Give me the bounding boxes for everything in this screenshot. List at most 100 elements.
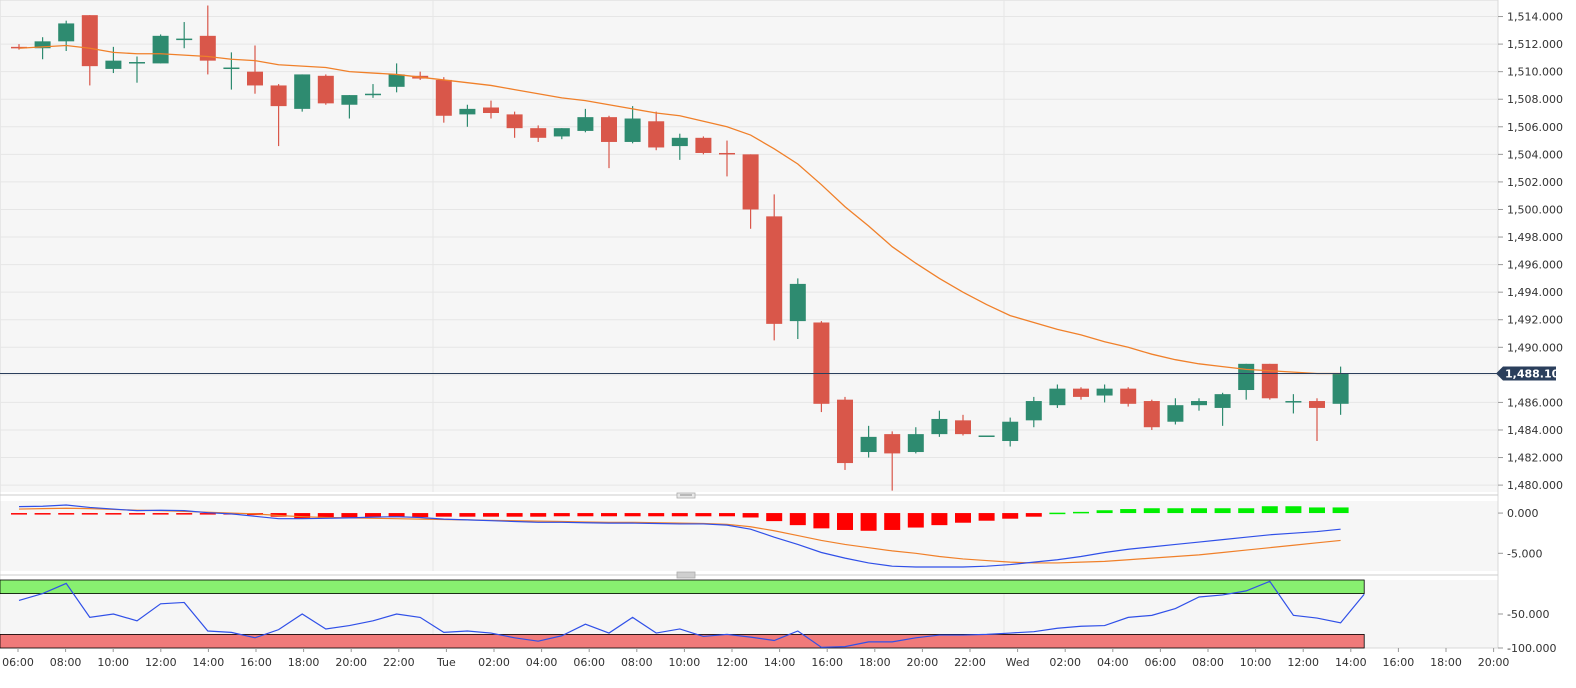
histogram-bar [412, 513, 429, 518]
y-tick-label: 1,482.000 [1507, 452, 1563, 465]
oversold-zone [0, 634, 1365, 649]
x-tick-label: 10:00 [1240, 656, 1272, 669]
x-tick-label: 14:00 [193, 656, 225, 669]
y-tick-label: 1,504.000 [1507, 148, 1563, 161]
moving-average [18, 44, 1341, 375]
x-tick-label: 18:00 [859, 656, 891, 669]
histogram-bar [1167, 508, 1184, 514]
oscillator-line [18, 580, 1365, 648]
y-tick-label: 1,480.000 [1507, 479, 1563, 492]
histogram-bar [81, 513, 98, 515]
candle-down [483, 107, 499, 114]
x-tick-label: 12:00 [145, 656, 177, 669]
candle-up [294, 74, 311, 109]
histogram-bar [1120, 509, 1137, 514]
y-tick-label: 1,500.000 [1507, 203, 1563, 216]
histogram-bar [1191, 508, 1207, 514]
histogram-bar [624, 513, 641, 517]
x-tick-label: 04:00 [526, 656, 558, 669]
candle-up [365, 93, 381, 96]
x-tick-label: 14:00 [764, 656, 796, 669]
histogram-bar [955, 513, 971, 523]
histogram-bar [129, 513, 145, 515]
candle-down [1143, 401, 1160, 428]
candle-down [884, 434, 901, 454]
histogram-bar [577, 513, 594, 517]
y-tick-label: 1,502.000 [1507, 176, 1563, 189]
y-tick-label: 1,512.000 [1507, 38, 1563, 51]
histogram-bar [1143, 508, 1160, 514]
candle-down [317, 75, 334, 104]
y-tick-label: 1,506.000 [1507, 121, 1563, 134]
current-price-label: 1,488.100 [1505, 367, 1567, 380]
histogram-bar [719, 513, 735, 517]
candle-up [152, 35, 169, 64]
histogram-bar [766, 513, 783, 522]
histogram-bar [388, 513, 405, 518]
x-tick-label: 06:00 [1145, 656, 1177, 669]
histogram-bar [270, 513, 287, 517]
candle-up [1025, 401, 1042, 421]
x-tick-label: 16:00 [240, 656, 272, 669]
histogram-bar [459, 513, 476, 517]
candle-down [955, 420, 971, 435]
x-tick-label: 22:00 [954, 656, 986, 669]
histogram-bar [695, 513, 712, 517]
candle-up [1214, 394, 1231, 408]
y-tick-label: 1,508.000 [1507, 93, 1563, 106]
signal-line [18, 507, 1341, 564]
histogram-bar [1309, 507, 1325, 514]
candle-up [34, 41, 51, 49]
candle-up [1096, 388, 1113, 396]
candle-down [601, 117, 617, 142]
candle-down [813, 322, 830, 404]
histogram-bar [435, 513, 452, 517]
x-tick-label: 16:00 [811, 656, 843, 669]
histogram-bar [1002, 513, 1019, 519]
macd-line [18, 504, 1341, 568]
candle-down [435, 79, 452, 116]
x-tick-label: 06:00 [573, 656, 605, 669]
x-tick-label: 12:00 [716, 656, 748, 669]
candle-down [766, 216, 783, 324]
candle-down [530, 128, 547, 138]
y-tick-label: 1,498.000 [1507, 231, 1563, 244]
histogram-bar [648, 513, 665, 517]
candle-up [1167, 405, 1184, 422]
candle-up [58, 23, 75, 42]
x-tick-label: 02:00 [1049, 656, 1081, 669]
y-tick-label: 1,486.000 [1507, 396, 1563, 409]
candle-down [1073, 388, 1089, 397]
histogram-bar [317, 513, 334, 518]
y-tick-label: 1,484.000 [1507, 424, 1563, 437]
candle-up [1238, 363, 1255, 391]
histogram-bar [1096, 510, 1113, 514]
y-axis-macd: 0.000 -5.000 [1498, 507, 1542, 560]
histogram-bar [105, 513, 122, 515]
resize-handle-1[interactable] [676, 492, 696, 499]
candle-up [388, 74, 405, 87]
main-panel-bg [0, 0, 1498, 492]
histogram-bar [1025, 513, 1042, 517]
candle-up [671, 137, 688, 147]
histogram-bar [601, 513, 617, 517]
x-tick-label: 18:00 [288, 656, 320, 669]
y-axis-oscillator: -50.000 -100.000 [1498, 608, 1556, 655]
y-axis-price: 1,480.000 1,482.000 1,484.000 1,486.000 1,49… [1498, 11, 1563, 492]
candle-up [129, 62, 145, 64]
histogram-bar [553, 513, 570, 517]
resize-handle-2[interactable] [676, 571, 696, 579]
oscillator-zones [0, 579, 1365, 649]
x-tick-label: Tue [436, 656, 456, 669]
y-tick-label: -50.000 [1507, 608, 1549, 621]
x-tick-label: Wed [1006, 656, 1030, 669]
candle-up [176, 38, 193, 41]
histogram-bar [58, 513, 75, 515]
histogram-bar [860, 513, 877, 531]
candle-down [81, 15, 98, 67]
candle-down [1261, 363, 1278, 399]
current-price-tag: 1,488.100 [1496, 366, 1567, 381]
candles [11, 5, 1349, 491]
y-tick-label: 1,496.000 [1507, 259, 1563, 272]
